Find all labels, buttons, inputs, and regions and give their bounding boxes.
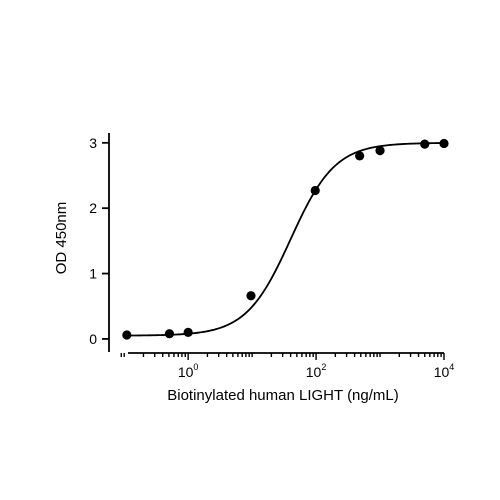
- data-point: [164, 329, 175, 339]
- y-axis-label: OD 450nm: [53, 202, 70, 275]
- axes: 0 1 2 3 100 102 104: [89, 133, 454, 380]
- data-point: [439, 138, 449, 149]
- x-axis-label: Biotinylated human LIGHT (ng/mL): [167, 387, 399, 404]
- y-tick-label: 0: [89, 331, 97, 347]
- data-point: [246, 291, 256, 301]
- data-points: [122, 138, 449, 340]
- y-tick-label: 1: [89, 266, 97, 282]
- x-tick-label: 100: [178, 362, 199, 380]
- data-point: [183, 327, 193, 337]
- y-tick-label: 3: [89, 135, 97, 151]
- x-tick-label: 104: [434, 362, 455, 380]
- data-point: [375, 146, 385, 156]
- data-point: [122, 330, 132, 340]
- x-tick-label: 102: [306, 362, 327, 380]
- y-tick-label: 2: [89, 200, 97, 216]
- data-point: [355, 151, 365, 161]
- x-ticks: 100 102 104: [120, 353, 455, 380]
- fit-curve: [126, 142, 445, 337]
- y-ticks: 0 1 2 3: [89, 135, 109, 347]
- data-point: [420, 139, 430, 149]
- data-point: [310, 185, 320, 196]
